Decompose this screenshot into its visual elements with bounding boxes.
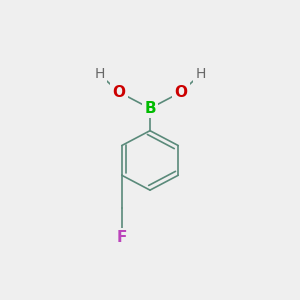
Text: F: F (117, 230, 127, 245)
Text: O: O (112, 85, 125, 100)
Text: B: B (144, 101, 156, 116)
Text: O: O (175, 85, 188, 100)
Text: H: H (195, 67, 206, 81)
Text: H: H (94, 67, 105, 81)
